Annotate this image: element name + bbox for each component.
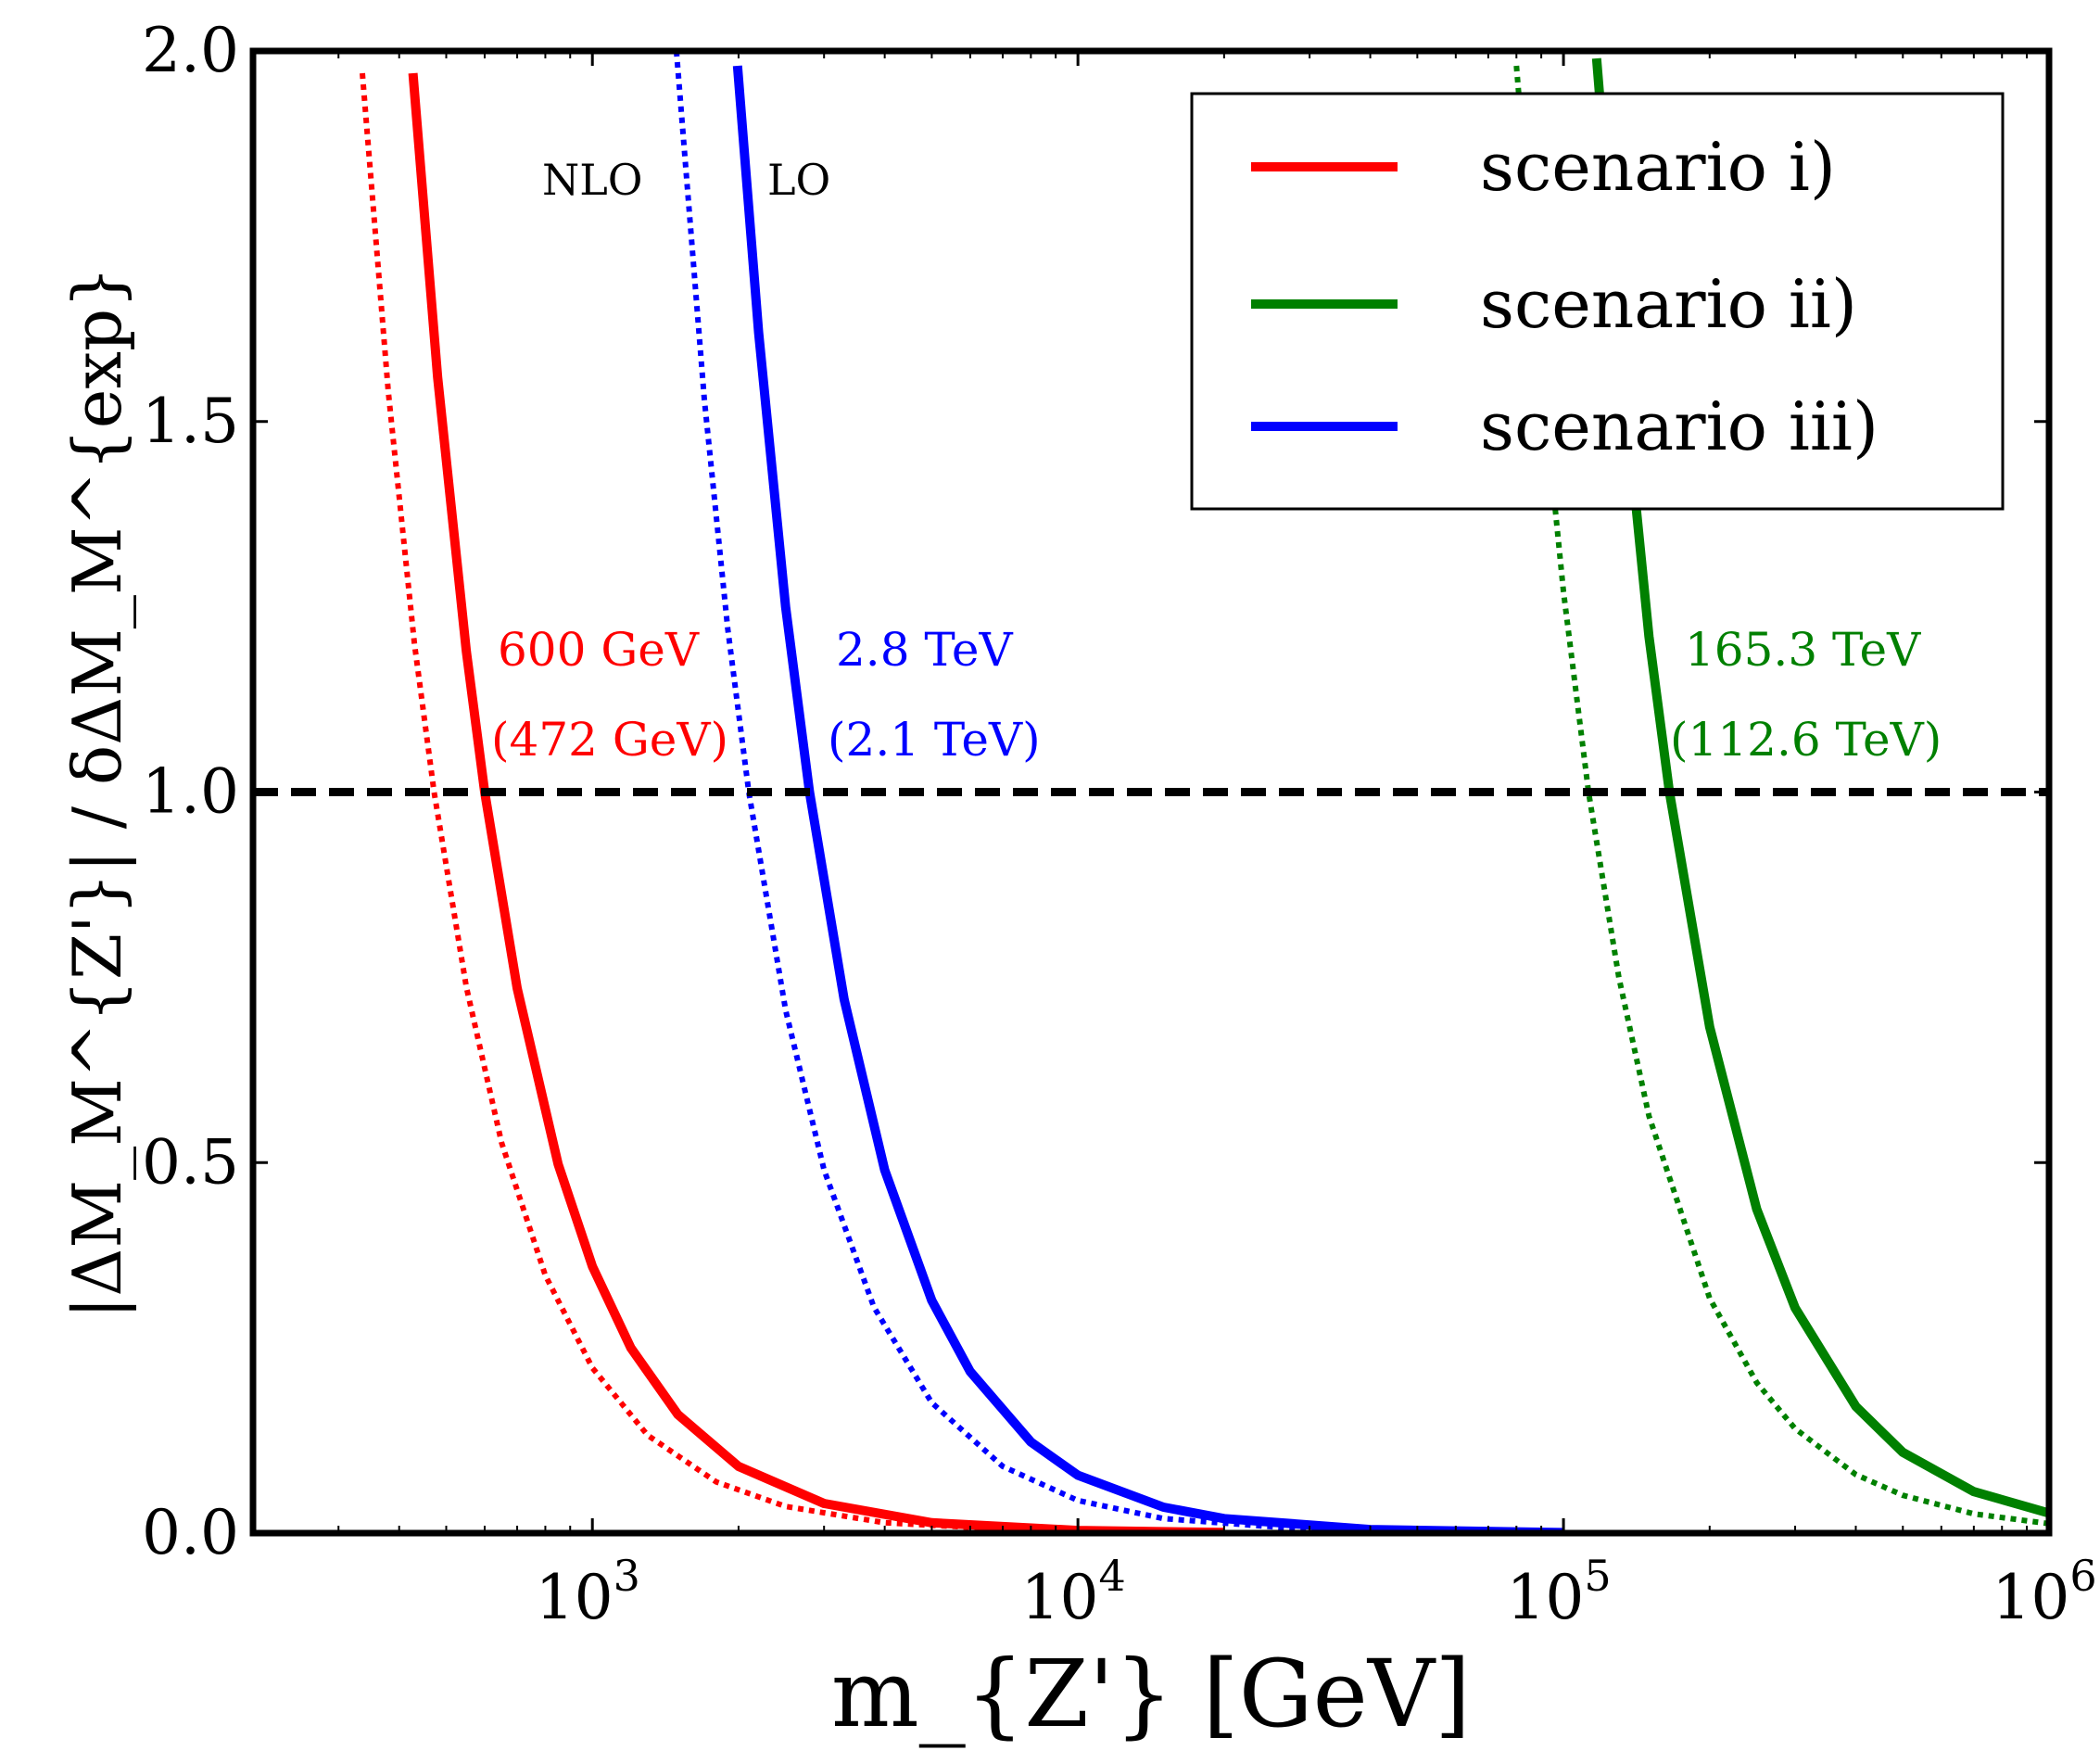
series-scenarioi-lo-line	[408, 72, 1224, 1533]
series-scenarioii-nlo-line	[1513, 65, 2049, 1527]
x-tick-label: 103	[536, 1551, 640, 1633]
y-tick-label: 2.0	[142, 15, 239, 86]
legend: scenario i) scenario ii) scenario iii)	[1190, 92, 2005, 511]
annotation-lo: LO	[767, 155, 830, 205]
legend-label-scenario-iii: scenario iii)	[1480, 387, 1879, 465]
x-tick-label: 104	[1021, 1551, 1126, 1633]
annotation-scenario-iii-lo: 2.8 TeV	[836, 623, 1013, 677]
y-tick-label: 0.0	[142, 1497, 239, 1568]
annotation-nlo: NLO	[542, 155, 643, 205]
annotation-scenario-ii-lo: 165.3 TeV	[1685, 623, 1921, 677]
x-tick-label: 105	[1506, 1551, 1611, 1633]
series-scenarioii-lo-line	[1591, 57, 2049, 1518]
y-axis-title: |ΔM_M^{Z'}| / δΔM_M^{exp}	[58, 266, 136, 1319]
series-scenarioiii-nlo-line	[673, 51, 1517, 1533]
series-scenarioi-nlo-line	[360, 72, 1164, 1533]
x-tick-labels: 103 104 105 106	[536, 1551, 2097, 1633]
x-axis-title: m_{Z'} [GeV]	[831, 1640, 1471, 1748]
annotation-scenario-i-nlo: (472 GeV)	[491, 713, 728, 767]
annotation-scenario-i-lo: 600 GeV	[498, 623, 700, 677]
legend-label-scenario-ii: scenario ii)	[1480, 265, 1857, 343]
annotation-scenario-iii-nlo: (2.1 TeV)	[828, 713, 1041, 767]
series-layer	[360, 51, 2049, 1533]
axes-frame	[249, 47, 2053, 1537]
y-tick-label: 0.5	[142, 1126, 239, 1198]
y-tick-labels: 0.0 0.5 1.0 1.5 2.0	[142, 15, 239, 1568]
annotation-scenario-ii-nlo: (112.6 TeV)	[1670, 713, 1942, 767]
series-scenarioiii-lo-line	[732, 65, 1564, 1533]
y-tick-label: 1.5	[142, 386, 239, 457]
legend-label-scenario-i: scenario i)	[1480, 128, 1836, 206]
x-tick-label: 106	[1992, 1551, 2096, 1633]
y-tick-label: 1.0	[142, 756, 239, 828]
